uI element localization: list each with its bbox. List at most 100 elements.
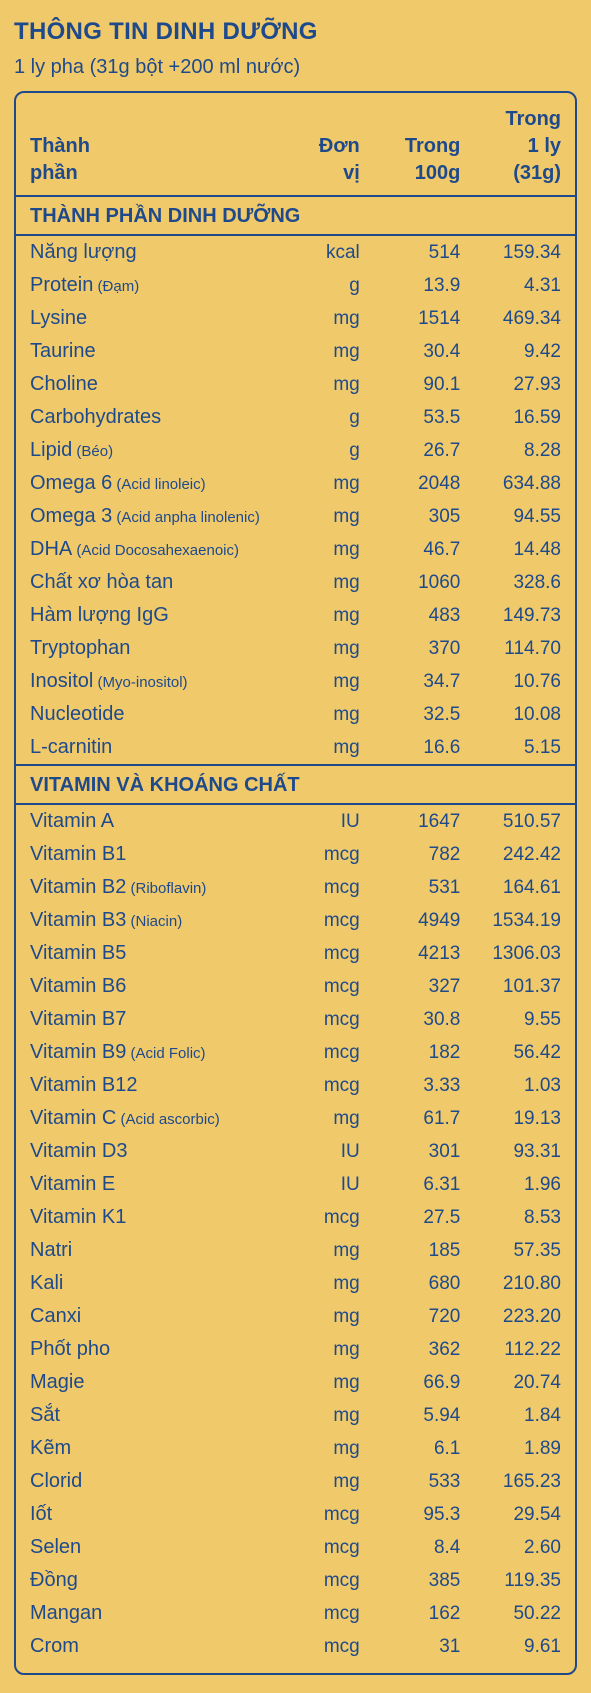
nutrient-unit: mg [296,1102,374,1135]
nutrient-unit: mcg [296,1201,374,1234]
nutrient-per100: 483 [374,599,475,632]
page-subtitle: 1 ly pha (31g bột +200 ml nước) [14,56,577,79]
nutrient-name: Đồng [16,1564,296,1597]
table-row: Chất xơ hòa tanmg1060328.6 [16,566,575,599]
nutrient-per31: 1.89 [474,1432,575,1465]
nutrient-name: DHA (Acid Docosahexaenoic) [16,533,296,566]
nutrient-unit: g [296,434,374,467]
section-title: THÀNH PHẦN DINH DƯỠNG [16,196,575,235]
table-row: Vitamin C (Acid ascorbic)mg61.719.13 [16,1102,575,1135]
nutrient-per100: 4949 [374,904,475,937]
table-row: Vitamin B5mcg42131306.03 [16,937,575,970]
nutrient-per31: 1534.19 [474,904,575,937]
nutrient-per100: 8.4 [374,1531,475,1564]
nutrient-name: Selen [16,1531,296,1564]
nutrition-panel: Thànhphần Đơnvị Trong100g Trong1 ly (31g… [14,91,577,1675]
nutrient-per31: 510.57 [474,804,575,838]
nutrient-unit: mg [296,1267,374,1300]
nutrient-name: Phốt pho [16,1333,296,1366]
table-row: Cloridmg533165.23 [16,1465,575,1498]
nutrient-per31: 10.76 [474,665,575,698]
nutrient-per31: 112.22 [474,1333,575,1366]
nutrient-name: Omega 6 (Acid linoleic) [16,467,296,500]
nutrient-name: Vitamin B2 (Riboflavin) [16,871,296,904]
nutrient-per31: 19.13 [474,1102,575,1135]
nutrient-name: Lysine [16,302,296,335]
nutrient-name: Vitamin C (Acid ascorbic) [16,1102,296,1135]
nutrient-unit: mg [296,731,374,765]
nutrient-unit: mg [296,1399,374,1432]
nutrient-unit: mg [296,500,374,533]
nutrient-per31: 50.22 [474,1597,575,1630]
nutrient-per31: 1.03 [474,1069,575,1102]
nutrient-per100: 301 [374,1135,475,1168]
nutrient-unit: g [296,401,374,434]
table-row: Nucleotidemg32.510.08 [16,698,575,731]
nutrient-per100: 66.9 [374,1366,475,1399]
nutrient-unit: mg [296,1333,374,1366]
nutrient-per31: 119.35 [474,1564,575,1597]
nutrient-per100: 53.5 [374,401,475,434]
nutrient-name: Choline [16,368,296,401]
table-row: Đồngmcg385119.35 [16,1564,575,1597]
nutrient-per31: 210.80 [474,1267,575,1300]
nutrient-unit: mcg [296,1069,374,1102]
nutrient-per100: 185 [374,1234,475,1267]
nutrient-name: Vitamin B3 (Niacin) [16,904,296,937]
nutrient-per31: 469.34 [474,302,575,335]
table-row: Cholinemg90.127.93 [16,368,575,401]
table-row: Vitamin B12mcg3.331.03 [16,1069,575,1102]
nutrient-unit: mcg [296,1597,374,1630]
nutrient-per100: 26.7 [374,434,475,467]
nutrient-per100: 1514 [374,302,475,335]
nutrient-per31: 2.60 [474,1531,575,1564]
nutrient-per31: 242.42 [474,838,575,871]
nutrient-per31: 93.31 [474,1135,575,1168]
nutrient-unit: mg [296,599,374,632]
nutrient-name: Vitamin B5 [16,937,296,970]
nutrient-per100: 90.1 [374,368,475,401]
nutrient-per31: 9.42 [474,335,575,368]
nutrient-name: Vitamin B6 [16,970,296,1003]
table-row: Kalimg680210.80 [16,1267,575,1300]
header-per100: Trong100g [374,103,475,196]
table-row: Lipid (Béo)g26.78.28 [16,434,575,467]
nutrient-per31: 159.34 [474,235,575,269]
nutrient-per31: 27.93 [474,368,575,401]
nutrient-name: Vitamin B9 (Acid Folic) [16,1036,296,1069]
nutrient-per100: 16.6 [374,731,475,765]
nutrient-per31: 328.6 [474,566,575,599]
nutrient-per31: 634.88 [474,467,575,500]
table-row: Carbohydratesg53.516.59 [16,401,575,434]
nutrient-unit: mcg [296,838,374,871]
nutrient-name: Lipid (Béo) [16,434,296,467]
nutrient-per100: 327 [374,970,475,1003]
nutrient-per31: 165.23 [474,1465,575,1498]
nutrient-unit: mcg [296,1498,374,1531]
nutrient-unit: mg [296,302,374,335]
nutrient-per31: 10.08 [474,698,575,731]
nutrient-name: Sắt [16,1399,296,1432]
nutrient-per100: 782 [374,838,475,871]
nutrient-per100: 305 [374,500,475,533]
nutrient-name: Clorid [16,1465,296,1498]
table-row: Vitamin K1mcg27.58.53 [16,1201,575,1234]
nutrient-per100: 514 [374,235,475,269]
nutrient-per100: 95.3 [374,1498,475,1531]
nutrient-per31: 1306.03 [474,937,575,970]
nutrient-per31: 1.84 [474,1399,575,1432]
nutrient-name: Tryptophan [16,632,296,665]
header-per31: Trong1 ly (31g) [474,103,575,196]
table-row: Vitamin D3IU30193.31 [16,1135,575,1168]
nutrient-per100: 13.9 [374,269,475,302]
table-row: Sắtmg5.941.84 [16,1399,575,1432]
nutrient-per31: 8.53 [474,1201,575,1234]
nutrient-per100: 4213 [374,937,475,970]
nutrient-per31: 101.37 [474,970,575,1003]
nutrient-per31: 29.54 [474,1498,575,1531]
nutrient-per31: 5.15 [474,731,575,765]
table-row: Vitamin EIU6.311.96 [16,1168,575,1201]
nutrient-unit: mg [296,1366,374,1399]
nutrient-unit: IU [296,804,374,838]
nutrient-per31: 1.96 [474,1168,575,1201]
